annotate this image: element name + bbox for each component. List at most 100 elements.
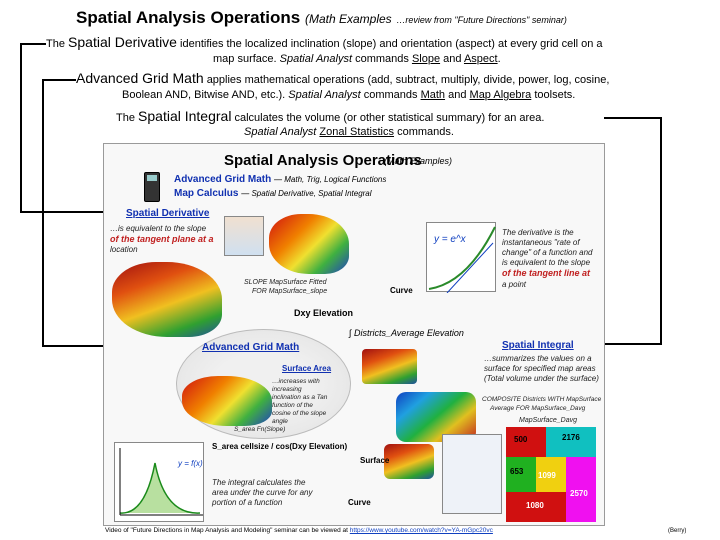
slide-deriv-desc-2: of the tangent plane at a xyxy=(110,234,214,244)
slide-map-calculus: Map Calculus xyxy=(174,188,239,199)
integral-curve-plot xyxy=(114,442,204,522)
para1-and: and xyxy=(443,53,462,65)
slide-adv-grid-math: Advanced Grid Math xyxy=(174,174,272,185)
credit: (Berry) xyxy=(668,528,687,534)
integral-left-3: portion of a function xyxy=(212,498,283,507)
map-algebra-toolset: Map Algebra xyxy=(469,89,532,101)
curve-label-2: Curve xyxy=(348,498,371,507)
district-cell-5 xyxy=(566,457,596,522)
district-cell-1 xyxy=(506,427,546,457)
para3-spatial-analyst: Spatial Analyst xyxy=(244,126,317,138)
spatial-derivative-line2: map surface. Spatial Analyst commands Sl… xyxy=(213,53,501,65)
grid-value-6: 2570 xyxy=(570,489,588,498)
deriv-right-1: The derivative is the xyxy=(502,228,574,237)
slide-title-sub: (Math Examples) xyxy=(384,156,453,166)
terrain-surface-ellipse xyxy=(182,376,272,426)
slide-mapcalc-row: Map Calculus — Spatial Derivative, Spati… xyxy=(174,188,372,199)
para1-text2: map surface. xyxy=(213,53,277,65)
grid-value-5: 1080 xyxy=(526,501,544,510)
integral-left-1: The integral calculates the xyxy=(212,478,306,487)
terrain-surface-center xyxy=(269,214,349,274)
composite-2: Average FOR MapSurface_Davg xyxy=(490,405,586,412)
connector-gridmath-h1 xyxy=(42,79,76,81)
y-fx-label: y = f(x) xyxy=(178,459,203,468)
district-cell-6 xyxy=(506,492,566,522)
mapsurface-davg: MapSurface_Davg xyxy=(519,417,577,424)
connector-derivative-h1 xyxy=(20,43,46,45)
connector-derivative-h2 xyxy=(20,211,120,213)
footer-video-link[interactable]: https://www.youtube.com/watch?v=YA-mGpc2… xyxy=(349,527,493,534)
district-surface-top xyxy=(362,349,417,384)
curve-label: Curve xyxy=(390,286,413,295)
page-title: Spatial Analysis Operations (Math Exampl… xyxy=(76,8,567,28)
district-grid-map: 500 2176 653 1099 1080 2570 xyxy=(506,427,596,522)
connector-gridmath-v xyxy=(42,79,44,347)
surface-label: Surface xyxy=(360,456,390,465)
slope-command: Slope xyxy=(411,53,441,65)
footer: Video of "Future Directions in Map Analy… xyxy=(105,527,493,534)
slide-agm-row: Advanced Grid Math — Math, Trig, Logical… xyxy=(174,174,386,185)
slide-spatial-derivative: Spatial Derivative xyxy=(126,208,210,219)
title-subtitle-review: …review from "Future Directions" seminar… xyxy=(396,15,567,25)
integral-desc-3: (Total volume under the surface) xyxy=(484,374,599,383)
integral-desc-1: …summarizes the values on a xyxy=(484,354,592,363)
para3-text: calculates the volume (or other statisti… xyxy=(234,112,545,124)
calculator-icon xyxy=(144,172,160,202)
s-area-eq: S_area cellsize / cos(Dxy Elevation) xyxy=(212,442,348,451)
para1-commands: commands xyxy=(355,53,409,65)
para2-end: toolsets. xyxy=(534,89,576,101)
district-cell-4 xyxy=(536,457,566,492)
exp-curve-svg xyxy=(428,226,496,294)
slide-agm-center: Advanced Grid Math xyxy=(202,342,300,353)
deriv-right-4: is equivalent to the slope xyxy=(502,258,591,267)
para1-end: . xyxy=(497,53,501,65)
para1-spatial-analyst: Spatial Analyst xyxy=(279,53,353,65)
advanced-grid-math-line2: Boolean AND, Bitwise AND, etc.). Spatial… xyxy=(122,89,575,101)
spatial-integral-line2: Spatial Analyst Zonal Statistics command… xyxy=(244,126,454,138)
slide-deriv-desc-3: location xyxy=(110,245,138,254)
s-area-label: S_area Fn(Slope) xyxy=(234,426,286,433)
connector-integral-v xyxy=(660,117,662,345)
deriv-right-6: a point xyxy=(502,280,527,289)
para2-spatial-analyst: Spatial Analyst xyxy=(288,89,361,101)
district-surface-bottom xyxy=(384,444,434,479)
zonal-statistics-command: Zonal Statistics xyxy=(319,126,395,138)
title-subtitle: (Math Examples xyxy=(304,12,392,26)
slide-adv-grid-math-desc: — Math, Trig, Logical Functions xyxy=(274,175,387,184)
agm-desc: …increases with increasing inclination a… xyxy=(272,378,328,425)
para2-text: applies mathematical operations (add, su… xyxy=(206,74,610,86)
slide-title: Spatial Analysis Operations xyxy=(224,152,422,169)
connector-integral-h1 xyxy=(604,117,662,119)
integral-curve-svg xyxy=(119,448,203,516)
terrain-surface-left xyxy=(112,262,222,337)
slide-map-calculus-desc: — Spatial Derivative, Spatial Integral xyxy=(241,189,372,198)
spatial-derivative-line1: The Spatial Derivative identifies the lo… xyxy=(46,34,603,50)
slope-cmd-2: FOR MapSurface_slope xyxy=(252,288,328,295)
district-surface-mid xyxy=(396,392,476,442)
deriv-right-3: change" of a function and xyxy=(502,248,593,257)
footer-text: Video of "Future Directions in Map Analy… xyxy=(105,527,348,534)
para1-text: identifies the localized inclination (sl… xyxy=(180,38,603,50)
grid-value-2: 2176 xyxy=(562,433,580,442)
surface-area-label: Surface Area xyxy=(282,364,332,373)
grid-value-1: 500 xyxy=(514,435,528,444)
advanced-grid-math-term: Advanced Grid Math xyxy=(76,70,204,86)
grid-value-4: 1099 xyxy=(538,471,556,480)
exp-equation: y = e^x xyxy=(434,234,466,245)
exp-curve-plot xyxy=(426,222,496,294)
spatial-integral-line1: The Spatial Integral calculates the volu… xyxy=(116,108,544,124)
integral-desc-2: surface for specified map areas xyxy=(484,364,596,373)
aspect-command: Aspect xyxy=(463,53,498,65)
title-main: Spatial Analysis Operations xyxy=(76,8,301,27)
deriv-right-5: of the tangent line at xyxy=(502,268,591,278)
district-cell-3 xyxy=(506,457,536,492)
para2-text2: Boolean AND, Bitwise AND, etc.). xyxy=(122,89,286,101)
para2-commands: commands xyxy=(363,89,418,101)
slide-deriv-desc-1: …is equivalent to the slope xyxy=(110,224,207,233)
para2-and: and xyxy=(448,89,467,101)
spatial-derivative-term: Spatial Derivative xyxy=(68,34,177,50)
composite-1: COMPOSITE Districts WITH MapSurface xyxy=(482,396,602,403)
math-toolset: Math xyxy=(420,89,446,101)
district-cell-2 xyxy=(546,427,596,457)
connector-integral-h2 xyxy=(580,343,662,345)
